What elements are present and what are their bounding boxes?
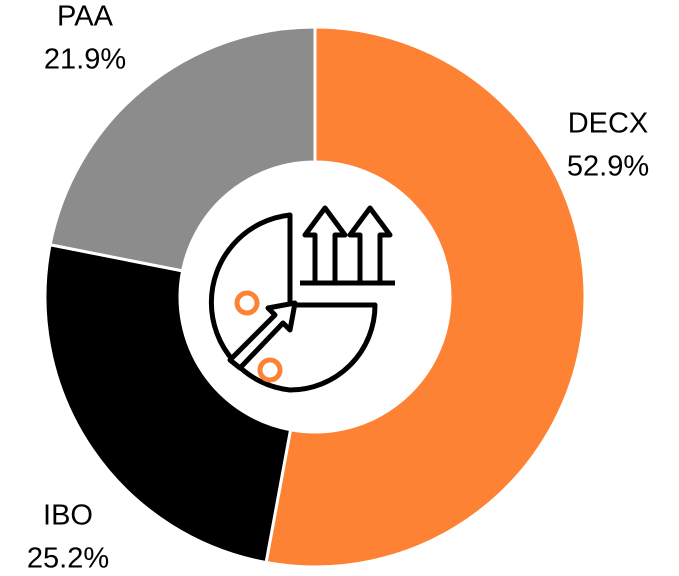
- slice-value: 52.9%: [567, 151, 649, 183]
- donut-slice: [43, 242, 293, 565]
- donut-slice: [48, 25, 317, 273]
- slice-label: PAA: [57, 1, 114, 33]
- slice-value: 21.9%: [44, 44, 126, 76]
- donut-slice: [264, 25, 587, 569]
- slice-value: 25.2%: [27, 543, 109, 575]
- slice-label: DECX: [568, 108, 649, 140]
- center-icon: [208, 205, 395, 393]
- slice-label: IBO: [43, 500, 93, 532]
